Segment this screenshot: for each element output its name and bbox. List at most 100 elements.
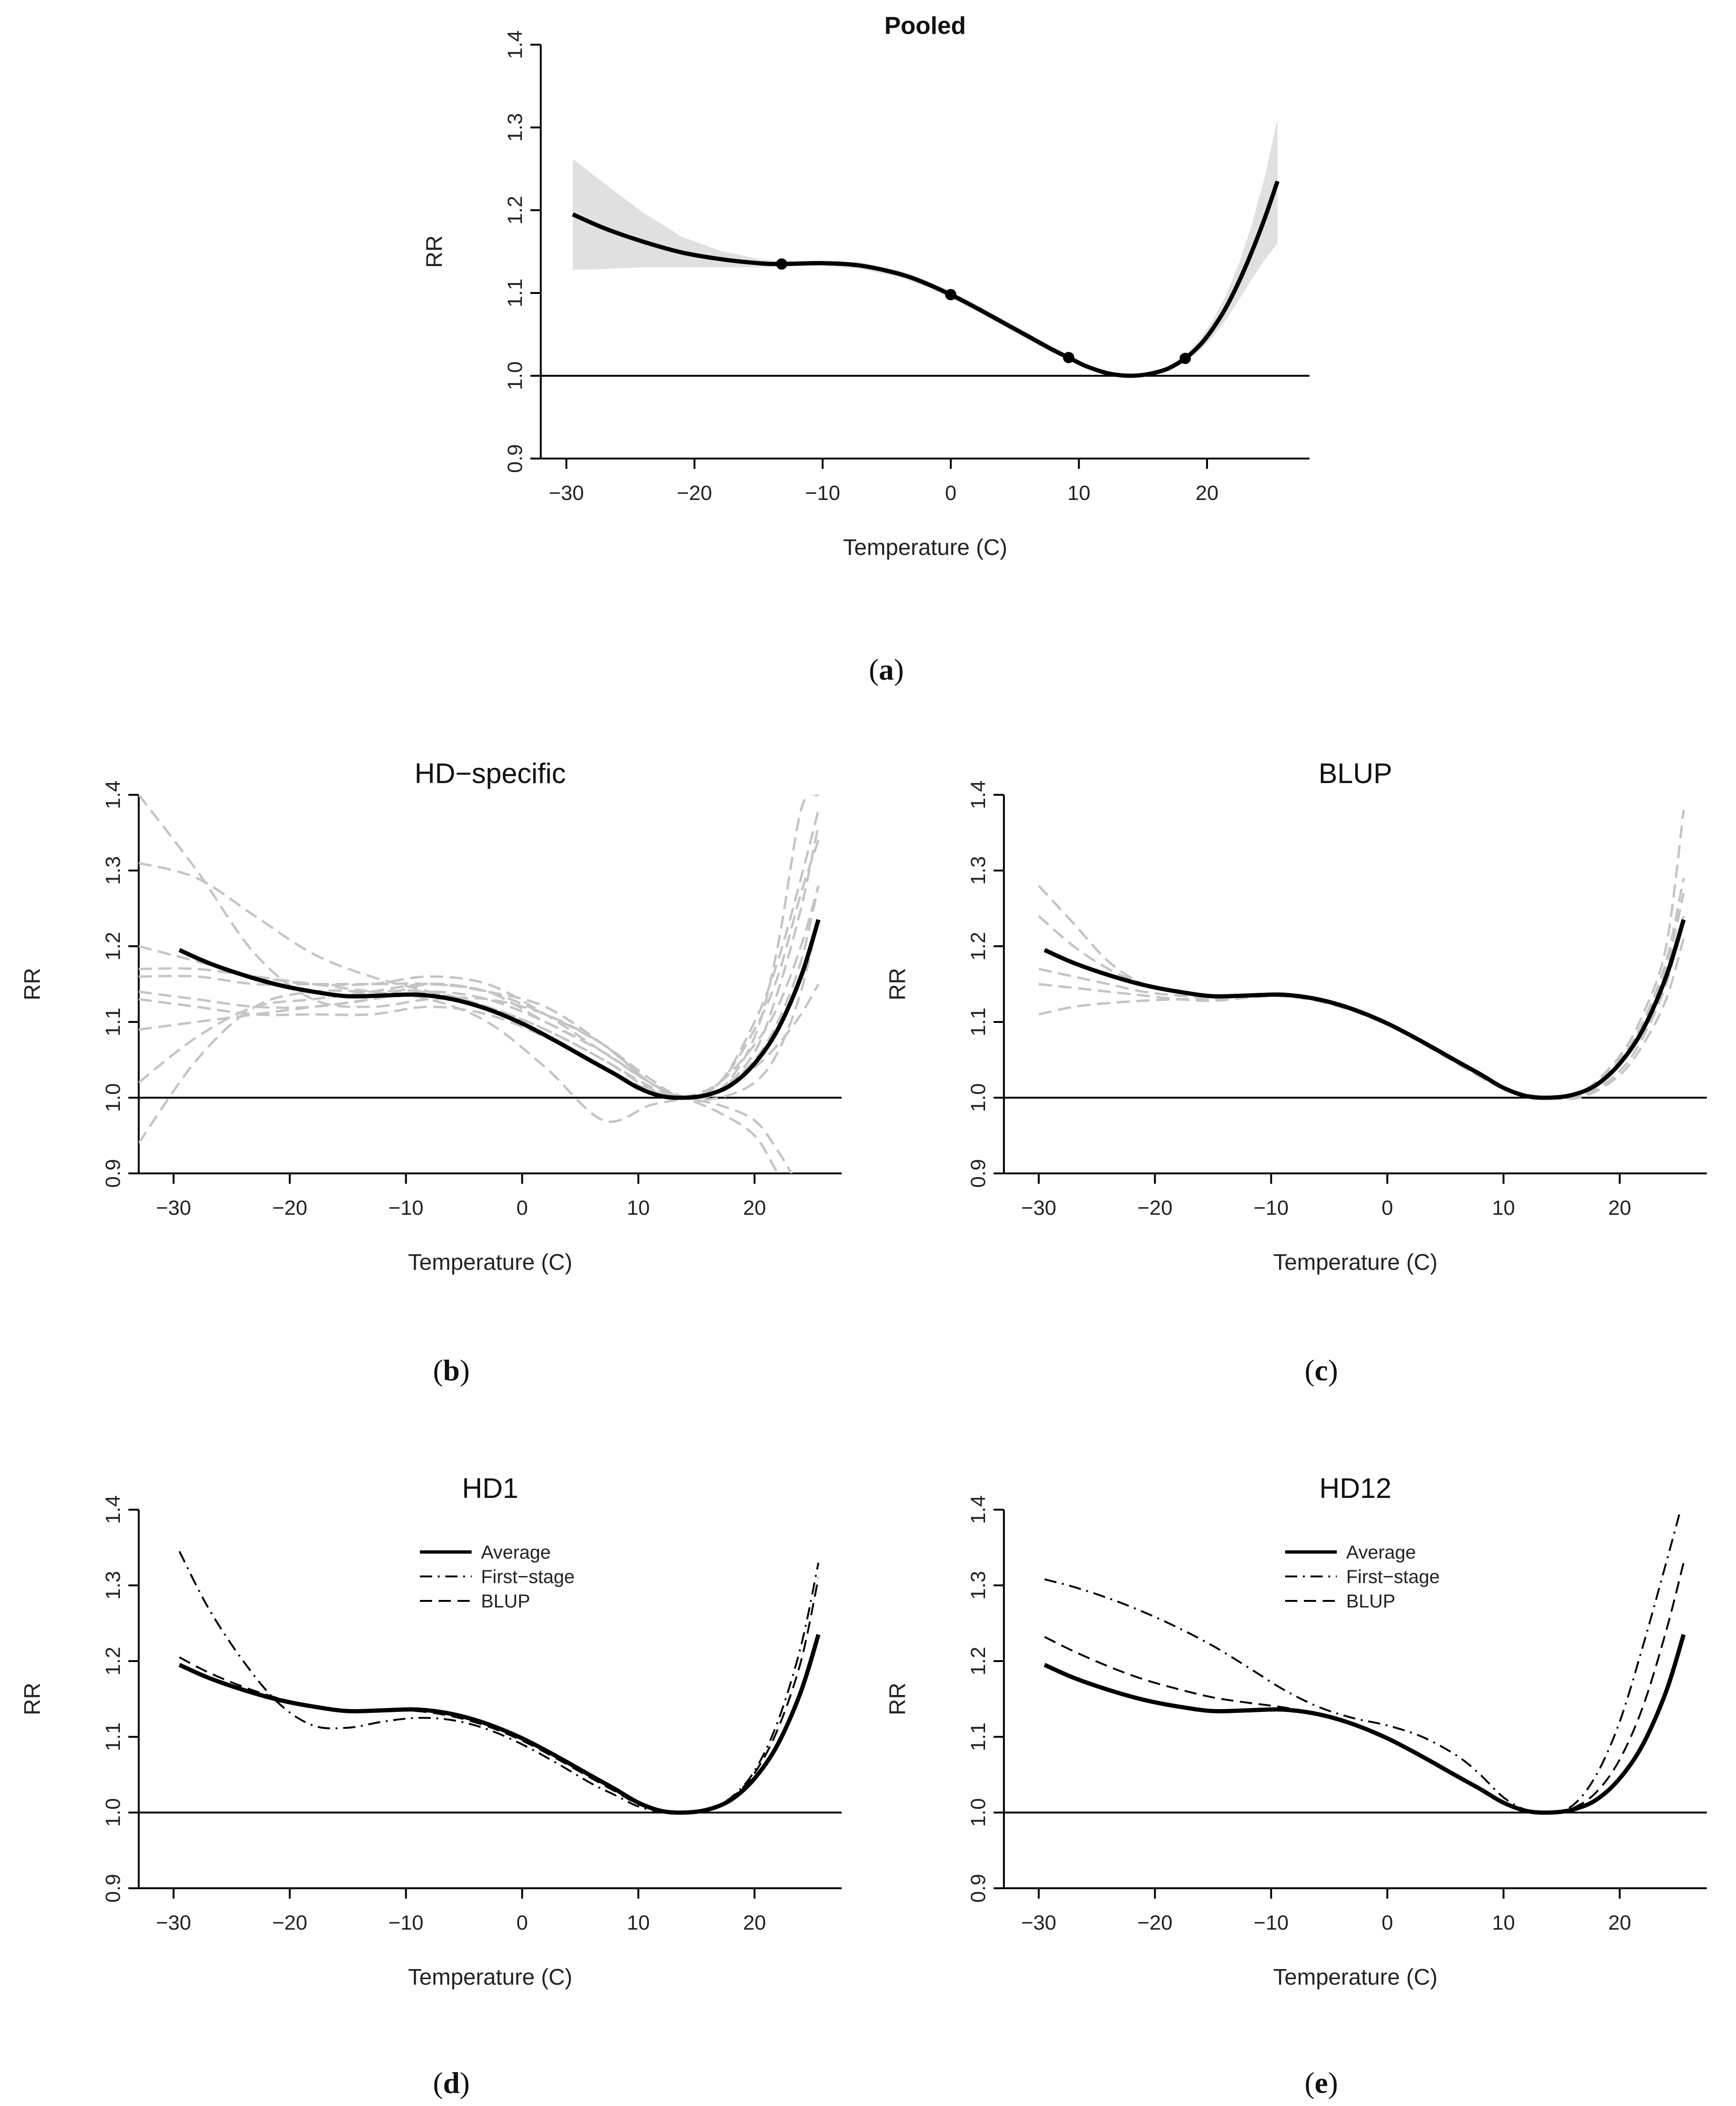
y-tick-label-c: 1.2 (967, 932, 990, 960)
x-tick-label-c: 20 (1608, 1196, 1631, 1219)
y-tick-label-a: 1.4 (504, 30, 527, 59)
y-tick-label-c: 1.3 (967, 856, 990, 885)
y-tick-label-c: 1.4 (967, 780, 990, 809)
series-curve-b-3 (139, 795, 820, 1101)
x-tick-label-e: −10 (1254, 1911, 1289, 1934)
series-curve-b-4 (139, 885, 820, 1099)
plot-area-e (1004, 1510, 1707, 1815)
legend-label-e: First−stage (1346, 1567, 1440, 1587)
panel-caption-c: (c) (1304, 1354, 1338, 1387)
series-line-e-blup (1044, 1562, 1685, 1814)
panel-title-c: BLUP (1318, 758, 1392, 789)
x-tick-label-d: 0 (516, 1911, 528, 1934)
x-tick-label-a: 20 (1196, 482, 1219, 505)
x-axis-title-c: Temperature (C) (1273, 1250, 1437, 1275)
panel-caption-b: (b) (433, 1354, 470, 1387)
x-tick-label-c: 0 (1381, 1196, 1393, 1219)
series-line-e-average (1043, 1634, 1686, 1815)
x-tick-label-a: 10 (1067, 482, 1090, 505)
y-tick-label-e: 1.4 (967, 1495, 990, 1524)
series-curve-c-4 (1038, 938, 1685, 1100)
x-tick-label-a: 0 (945, 482, 956, 505)
panel-c: BLUP 0.9 1.0 1.1 1.2 1.3 1.4 −30 −20 −10 0 10 20 Temp… (885, 758, 1707, 1387)
x-tick-label-a: −30 (549, 482, 584, 505)
x-tick-label-e: 10 (1492, 1911, 1515, 1934)
panel-caption-d: (d) (433, 2066, 470, 2099)
x-tick-label-a: −10 (805, 482, 840, 505)
legend-label-d: Average (481, 1542, 551, 1563)
knot-marker-a (776, 258, 788, 270)
x-tick-label-b: 0 (516, 1196, 528, 1219)
series-line-b-pooled (178, 919, 821, 1100)
y-tick-label-c: 1.0 (967, 1083, 990, 1112)
plot-area-c (1004, 809, 1707, 1100)
series-curve-b-2 (139, 809, 820, 1099)
panel-e: HD12 0.9 1.0 1.1 1.2 1.3 1.4 −30 −20 −10 0 10 20 Temp… (885, 1473, 1707, 2099)
y-axis-title-e: RR (885, 1683, 910, 1715)
x-tick-label-d: −30 (156, 1911, 191, 1934)
y-axis-title-d: RR (20, 1683, 45, 1715)
ci-band-a (573, 119, 1278, 376)
knot-marker-a (945, 289, 956, 301)
y-tick-label-b: 1.1 (102, 1007, 125, 1036)
plot-area-d (139, 1551, 842, 1815)
y-tick-label-a: 1.0 (504, 361, 527, 390)
y-tick-label-d: 1.2 (102, 1647, 125, 1675)
panel-title-e: HD12 (1319, 1473, 1391, 1504)
y-tick-label-d: 1.4 (102, 1495, 125, 1524)
panel-b: HD−specific 0.9 1.0 1.1 1.2 1.3 1.4 −30 −20 −10 0 1… (20, 758, 842, 1387)
legend-label-e: Average (1346, 1542, 1416, 1563)
x-axis-title-a: Temperature (C) (843, 535, 1007, 560)
x-axis-title-b: Temperature (C) (408, 1250, 572, 1275)
x-tick-label-a: −20 (677, 482, 712, 505)
y-tick-label-a: 0.9 (504, 444, 527, 473)
y-tick-label-b: 1.0 (102, 1083, 125, 1112)
series-curve-b-8 (139, 824, 820, 1100)
plot-area-a (541, 119, 1310, 378)
x-tick-label-c: −20 (1137, 1196, 1173, 1219)
panel-a: Pooled 0.9 1.0 1.1 1.2 1.3 1.4 −30 −20 −10 0 10 20 Te… (422, 12, 1310, 686)
series-curve-b-9 (139, 974, 820, 1100)
panel-d: HD1 0.9 1.0 1.1 1.2 1.3 1.4 −30 −20 −10 0 10 20 Tempe… (20, 1473, 842, 2099)
series-line-e-first-stage (1044, 1510, 1682, 1814)
y-tick-label-d: 1.3 (102, 1571, 125, 1599)
series-curve-c-0 (1038, 809, 1685, 1099)
y-tick-label-e: 1.1 (967, 1722, 990, 1751)
legend-label-d: First−stage (481, 1567, 575, 1587)
x-tick-label-b: −30 (156, 1196, 191, 1219)
knot-marker-a (1179, 353, 1191, 364)
x-tick-label-d: 10 (627, 1911, 650, 1934)
x-axis-title-e: Temperature (C) (1273, 1965, 1437, 1990)
x-tick-label-d: 20 (743, 1911, 766, 1934)
panel-title-d: HD1 (462, 1473, 518, 1504)
y-axis-title-c: RR (885, 968, 910, 1000)
y-tick-label-b: 1.4 (102, 780, 125, 809)
panel-title-b: HD−specific (415, 758, 566, 789)
series-curve-b-6 (139, 839, 820, 1099)
series-curve-c-2 (1038, 893, 1685, 1100)
y-tick-label-a: 1.3 (504, 113, 527, 142)
x-tick-label-c: −10 (1254, 1196, 1289, 1219)
series-line-d-blup (179, 1577, 820, 1814)
x-tick-label-b: −20 (272, 1196, 308, 1219)
series-line-a-pooled (572, 180, 1280, 378)
x-axis-title-d: Temperature (C) (408, 1965, 572, 1990)
series-line-c-pooled (1043, 919, 1686, 1100)
plot-area-b (139, 795, 842, 1173)
x-tick-label-b: −10 (388, 1196, 424, 1219)
y-tick-label-e: 1.0 (967, 1798, 990, 1827)
y-tick-label-a: 1.1 (504, 278, 527, 307)
series-curve-b-7 (139, 885, 820, 1123)
x-tick-label-c: 10 (1492, 1196, 1515, 1219)
x-tick-label-e: −30 (1021, 1911, 1057, 1934)
panel-caption-e: (e) (1304, 2066, 1338, 2099)
y-tick-label-b: 0.9 (102, 1159, 125, 1188)
knot-marker-a (1063, 352, 1074, 364)
y-tick-label-e: 1.2 (967, 1647, 990, 1675)
y-tick-label-c: 1.1 (967, 1007, 990, 1036)
series-curve-b-1 (139, 862, 793, 1173)
legend-label-e: BLUP (1346, 1591, 1396, 1612)
y-axis-title-b: RR (20, 968, 45, 1000)
series-curve-b-0 (139, 795, 820, 1144)
y-tick-label-c: 0.9 (967, 1159, 990, 1188)
